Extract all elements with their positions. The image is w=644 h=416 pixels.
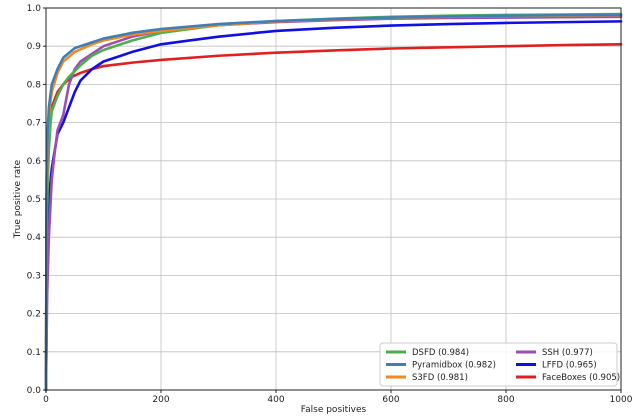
y-tick-label: 0.1: [27, 348, 41, 358]
x-tick-label: 200: [152, 395, 169, 405]
x-axis-label: False positives: [301, 405, 367, 415]
legend-entry: S3FD (0.981): [412, 373, 468, 383]
x-tick-label: 1000: [610, 395, 633, 405]
legend-entry: DSFD (0.984): [412, 348, 469, 358]
series-line-lffd: [44, 20, 623, 392]
series-layer: [44, 12, 623, 392]
y-tick-label: 0.5: [27, 195, 41, 205]
x-tick-label: 800: [497, 395, 514, 405]
x-tick-label: 600: [382, 395, 399, 405]
y-tick-label: 0.4: [27, 233, 42, 243]
legend-entry: FaceBoxes (0.905): [542, 373, 620, 383]
x-ticks: 0 200 400 600 800 1000: [43, 390, 633, 405]
series-line-faceboxes: [44, 42, 623, 392]
y-tick-label: 1.0: [27, 4, 42, 14]
legend: DSFD (0.984) SSH (0.977) Pyramidbox (0.982…: [379, 342, 620, 387]
legend-entry: LFFD (0.965): [542, 361, 597, 371]
y-tick-label: 0.8: [27, 80, 42, 90]
y-tick-label: 0.6: [27, 157, 42, 167]
y-tick-label: 0.0: [27, 386, 42, 396]
series-line-ssh: [44, 15, 623, 392]
series-line-pyramidbox: [44, 13, 623, 392]
legend-box: [379, 342, 618, 387]
x-tick-label: 0: [43, 395, 49, 405]
y-tick-label: 0.7: [27, 119, 41, 129]
legend-entry: Pyramidbox (0.982): [412, 361, 496, 371]
x-tick-label: 400: [267, 395, 284, 405]
y-axis-label: True positive rate: [13, 159, 23, 239]
legend-entry: SSH (0.977): [542, 348, 593, 358]
series-line-s3fd: [44, 13, 623, 392]
y-tick-label: 0.3: [27, 271, 41, 281]
y-ticks: 0.0 0.1 0.2 0.3 0.4 0.5 0.6 0.7 0.8 0.9 1.0: [27, 4, 46, 396]
y-tick-label: 0.2: [27, 310, 41, 320]
y-tick-label: 0.9: [27, 42, 42, 52]
grid: [45, 7, 622, 391]
series-line-dsfd: [44, 12, 623, 392]
